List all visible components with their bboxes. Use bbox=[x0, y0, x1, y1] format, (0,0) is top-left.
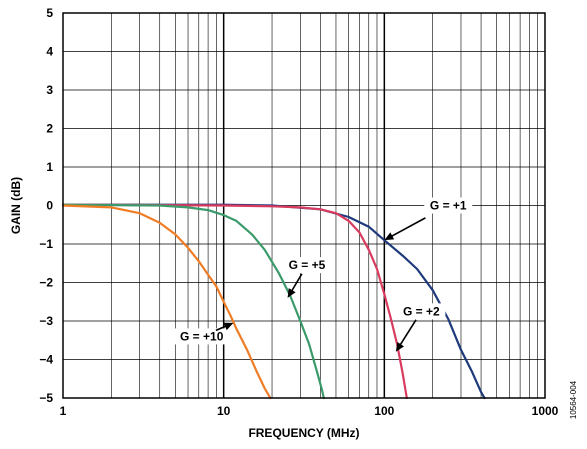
annotation-label-bg bbox=[174, 328, 230, 345]
y-tick-label: 3 bbox=[46, 83, 53, 97]
annotation-arrow-shaft bbox=[389, 217, 426, 238]
annotation-4: G = +10 bbox=[174, 322, 234, 345]
annotation-label-bg bbox=[397, 303, 446, 320]
y-tick-label: 1 bbox=[46, 160, 53, 174]
annotation-label: G = +2 bbox=[403, 304, 440, 318]
x-tick-label: 1 bbox=[60, 404, 67, 418]
y-tick-label: 4 bbox=[46, 45, 53, 59]
annotation-label-bg bbox=[424, 197, 473, 214]
annotation-layer: G = +1 G = +2 G = +5 G = +10 bbox=[174, 197, 473, 352]
annotation-arrow-head bbox=[384, 232, 395, 241]
annotation-3: G = +5 bbox=[282, 257, 331, 298]
annotation-label-bg bbox=[282, 257, 331, 274]
series-line-3 bbox=[61, 203, 325, 400]
annotation-label: G = +5 bbox=[289, 258, 326, 272]
y-tick-label: −3 bbox=[39, 314, 53, 328]
y-tick-label: 2 bbox=[46, 122, 53, 136]
y-axis-title: GAIN (dB) bbox=[9, 177, 23, 234]
x-axis-title: FREQUENCY (MHz) bbox=[248, 426, 359, 440]
y-tick-label: 5 bbox=[46, 6, 53, 20]
series-line-4 bbox=[61, 204, 272, 400]
annotation-arrow-head bbox=[395, 342, 405, 352]
x-tick-label: 100 bbox=[374, 404, 394, 418]
y-axis-ticks: 5 4 3 2 1 0 −1 −2 −3 −4 −5 bbox=[39, 6, 53, 405]
annotation-2: G = +2 bbox=[395, 303, 446, 352]
x-tick-label: 10 bbox=[217, 404, 231, 418]
x-axis-ticks: 1 10 100 1000 bbox=[60, 404, 559, 418]
figure-id: 10564-004 bbox=[569, 380, 578, 419]
annotation-1: G = +1 bbox=[384, 197, 473, 241]
annotation-label: G = +10 bbox=[180, 329, 224, 343]
annotation-label: G = +1 bbox=[430, 199, 467, 213]
x-tick-label: 1000 bbox=[532, 404, 559, 418]
series-line-2 bbox=[61, 203, 408, 400]
annotation-arrow-head bbox=[223, 322, 234, 331]
series-layer bbox=[61, 203, 486, 400]
y-tick-label: −4 bbox=[39, 353, 53, 367]
annotation-arrow-shaft bbox=[398, 319, 417, 348]
plot-frame bbox=[62, 12, 546, 399]
annotation-arrow-head bbox=[287, 288, 296, 298]
series-line-1 bbox=[61, 203, 486, 400]
annotation-arrow-shaft bbox=[289, 273, 303, 294]
y-tick-label: −1 bbox=[39, 237, 53, 251]
y-tick-label: −2 bbox=[39, 276, 53, 290]
y-tick-label: −5 bbox=[39, 391, 53, 405]
y-tick-label: 0 bbox=[46, 199, 53, 213]
